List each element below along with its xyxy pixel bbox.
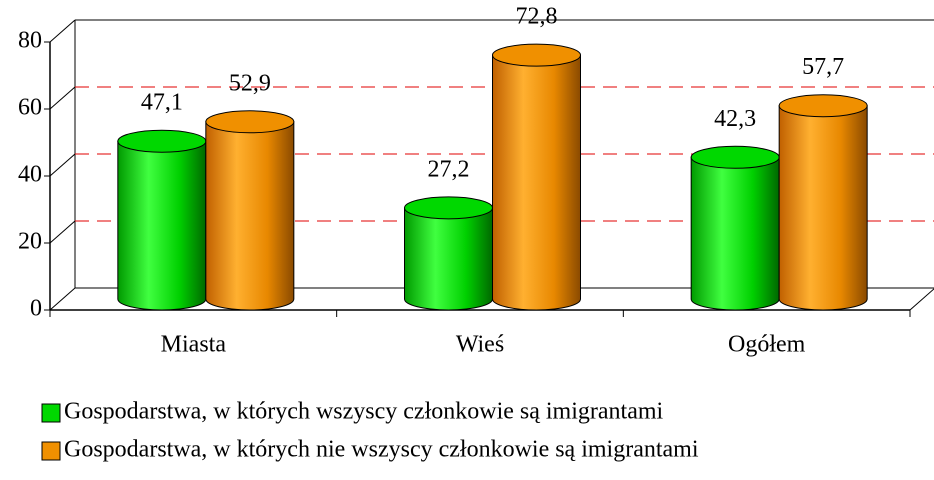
y-tick-label: 20 [18, 229, 42, 255]
bar-top [690, 145, 780, 169]
value-label: 42,3 [714, 106, 756, 132]
value-label: 72,8 [516, 4, 558, 30]
wall-tick [49, 287, 76, 311]
bar-body [404, 207, 493, 311]
x-tick-label: Wieś [456, 332, 504, 358]
bar-top [117, 129, 207, 153]
bar [690, 145, 780, 311]
bar [404, 196, 493, 311]
bar-body [492, 54, 581, 311]
bar [117, 129, 207, 311]
legend-label: Gospodarstwa, w których nie wszyscy czło… [64, 437, 699, 463]
bar-top [492, 43, 581, 67]
bar-body [778, 105, 868, 311]
bar-top [778, 94, 868, 118]
legend-label: Gospodarstwa, w których wszyscy członkow… [64, 399, 664, 425]
y-tick-label: 40 [18, 162, 42, 188]
wall-tick [49, 19, 76, 43]
legend-swatch [41, 441, 61, 461]
bar-top [205, 110, 295, 134]
wall-tick [49, 153, 76, 177]
x-tick-label: Miasta [161, 332, 227, 358]
bar [205, 110, 295, 311]
y-tick-label: 0 [30, 296, 42, 322]
value-label: 57,7 [802, 54, 844, 80]
bar [778, 94, 868, 311]
bar-body [690, 156, 780, 311]
x-tick-label: Ogółem [728, 332, 806, 358]
bar-top [404, 196, 493, 220]
y-tick-label: 60 [18, 95, 42, 121]
wall-tick [49, 86, 76, 110]
bar [492, 43, 581, 311]
y-tick-label: 80 [18, 28, 42, 54]
floor-edge [909, 288, 934, 311]
value-label: 52,9 [229, 70, 271, 96]
legend-swatch [41, 403, 61, 423]
value-label: 27,2 [428, 156, 470, 182]
wall-tick [49, 220, 76, 244]
value-label: 47,1 [141, 90, 183, 116]
bar-body [205, 121, 295, 311]
bar-body [117, 140, 207, 311]
